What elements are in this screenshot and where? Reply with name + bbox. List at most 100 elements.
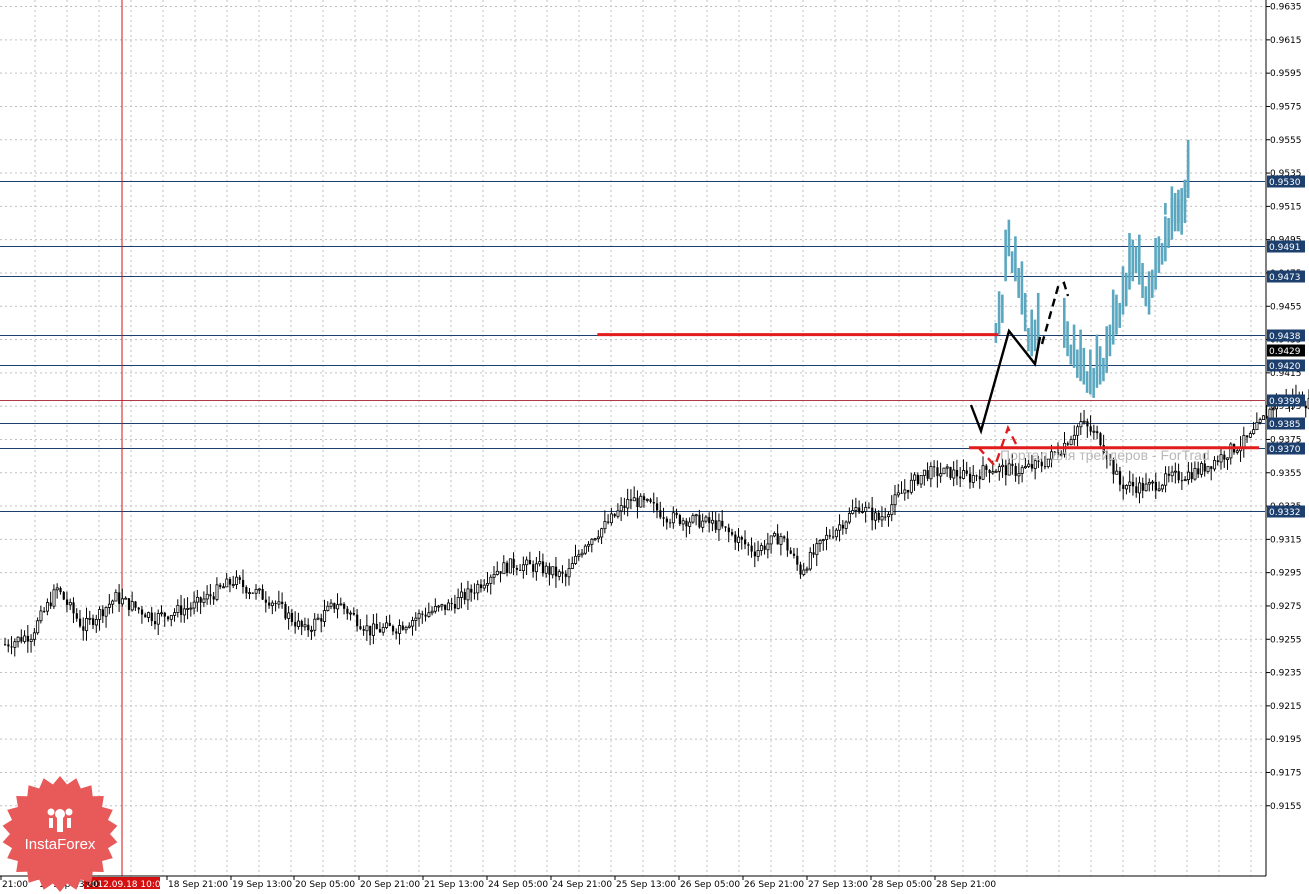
candle-body-down xyxy=(300,621,303,627)
y-axis: 0.96550.96350.96150.95950.95750.95550.95… xyxy=(1265,0,1305,876)
candle-body-up xyxy=(1261,415,1265,421)
candle-body-up xyxy=(952,469,956,479)
candle-body-down xyxy=(307,624,310,631)
y-tick-label: 0.9195 xyxy=(1270,735,1302,745)
candle-body-up xyxy=(844,521,848,529)
candle-body-up xyxy=(107,603,111,608)
candle-body-down xyxy=(744,539,747,545)
x-tick-label: 27 Sep 13:00 xyxy=(808,880,868,890)
candle-body-up xyxy=(114,591,118,602)
projection-bar xyxy=(1154,237,1157,290)
projection-bars xyxy=(994,139,1190,398)
candle-body-up xyxy=(398,625,402,634)
candle-body-up xyxy=(23,635,27,642)
candle-body-down xyxy=(1167,473,1171,476)
candle-body-up xyxy=(942,467,946,475)
candle-body-up xyxy=(671,512,675,524)
candle-body-down xyxy=(444,604,447,610)
candle-body-down xyxy=(153,621,157,625)
candle-body-up xyxy=(538,561,542,565)
projection-bar xyxy=(1027,327,1030,352)
candle-body-up xyxy=(182,608,186,616)
candle-body-up xyxy=(404,626,408,631)
projection-bar xyxy=(1069,344,1073,365)
candle-body-down xyxy=(678,515,682,524)
candle-body-up xyxy=(939,473,943,477)
projection-bar xyxy=(1066,321,1069,357)
candle-body-up xyxy=(639,495,643,508)
candle-body-up xyxy=(525,559,529,566)
price-level-label: 0.9399 xyxy=(1269,397,1301,407)
candle-body-up xyxy=(1059,453,1063,456)
projection-bar xyxy=(1186,148,1190,199)
candle-body-up xyxy=(1206,465,1210,472)
candle-body-up xyxy=(277,601,281,605)
candle-body-down xyxy=(623,505,626,508)
candle-body-down xyxy=(150,612,153,622)
candle-body-down xyxy=(799,564,802,575)
candle-body-down xyxy=(499,571,502,574)
candle-body-up xyxy=(919,475,923,485)
candle-body-up xyxy=(411,620,415,627)
candle-body-up xyxy=(502,562,506,575)
price-level-box xyxy=(1267,175,1305,188)
candle-body-up xyxy=(521,564,525,571)
cursor-label-box xyxy=(84,877,160,889)
x-tick-label: 24 Sep 05:00 xyxy=(488,880,548,890)
x-tick-label: 20 Sep 05:00 xyxy=(295,880,355,890)
candle-body-down xyxy=(167,616,170,620)
candle-body-up xyxy=(600,528,604,538)
price-level-label: 0.9420 xyxy=(1269,362,1301,372)
candle-body-up xyxy=(417,613,421,619)
projection-bar xyxy=(1105,326,1108,373)
candle-body-up xyxy=(1193,467,1197,480)
candle-body-down xyxy=(613,513,616,517)
candle-body-down xyxy=(776,533,779,545)
x-tick-label: 19 Sep 13:00 xyxy=(232,880,292,890)
candle-body-up xyxy=(1072,434,1076,440)
candle-body-up xyxy=(583,545,587,554)
projection-bar xyxy=(1017,267,1020,298)
candle-body-down xyxy=(362,629,365,631)
x-tick-label: 25 Sep 13:00 xyxy=(616,880,676,890)
candle-body-down xyxy=(219,584,222,587)
candle-body-up xyxy=(39,610,43,622)
candle-body-up xyxy=(326,605,330,611)
candle-body-up xyxy=(838,524,842,531)
candle-body-down xyxy=(506,562,509,573)
candle-body-down xyxy=(763,545,766,550)
candle-body-up xyxy=(29,638,33,642)
candle-body-up xyxy=(808,551,812,570)
candle-body-up xyxy=(215,584,219,600)
candle-body-up xyxy=(381,627,385,633)
candle-body-up xyxy=(759,545,763,551)
candle-body-down xyxy=(1180,480,1184,482)
candle-body-up xyxy=(202,598,206,603)
candle-body-down xyxy=(528,560,532,565)
candle-body-up xyxy=(1092,430,1096,433)
candle-body-down xyxy=(926,470,929,479)
candle-body-down xyxy=(519,569,522,571)
candle-body-up xyxy=(235,576,239,585)
candle-body-up xyxy=(195,596,199,603)
candle-body-down xyxy=(753,551,756,557)
candle-body-up xyxy=(313,618,317,631)
projection-bar xyxy=(1180,188,1183,235)
candle-body-up xyxy=(85,617,89,632)
projection-bar xyxy=(1131,239,1135,282)
candle-body-down xyxy=(333,603,336,609)
y-tick-label: 0.9215 xyxy=(1270,702,1302,712)
y-tick-label: 0.9635 xyxy=(1270,3,1302,13)
candle-body-down xyxy=(1053,451,1056,453)
candle-body-up xyxy=(466,588,470,601)
projection-bar xyxy=(1111,289,1115,345)
candle-body-up xyxy=(1138,482,1142,494)
y-tick-label: 0.9275 xyxy=(1270,602,1302,612)
candle-body-down xyxy=(245,587,248,594)
candle-body-up xyxy=(98,609,102,620)
candle-body-up xyxy=(192,601,196,609)
candle-body-up xyxy=(1147,482,1151,485)
y-tick-label: 0.9395 xyxy=(1270,402,1302,412)
candle-body-up xyxy=(94,619,98,626)
